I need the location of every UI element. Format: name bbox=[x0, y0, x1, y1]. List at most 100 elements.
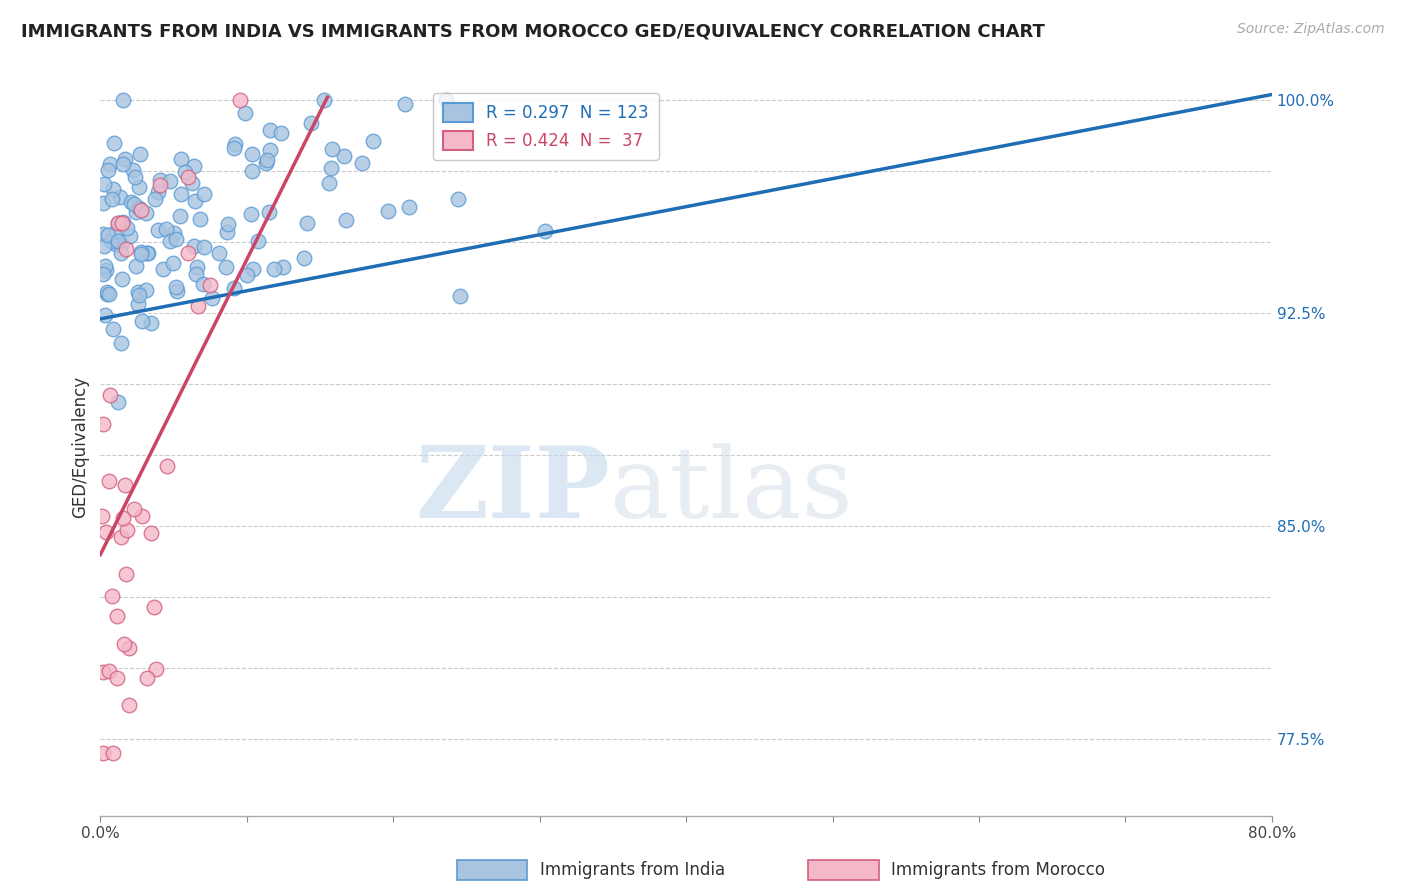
Point bbox=[111, 93, 134, 107]
Point bbox=[533, 224, 555, 238]
Point bbox=[135, 283, 157, 297]
Point bbox=[107, 216, 129, 230]
Point bbox=[97, 228, 120, 243]
Point bbox=[114, 567, 136, 582]
Point bbox=[159, 174, 181, 188]
Point bbox=[110, 336, 132, 351]
Point bbox=[183, 159, 205, 173]
Point bbox=[138, 246, 160, 260]
Point bbox=[215, 260, 238, 274]
Point bbox=[263, 262, 285, 277]
Point bbox=[149, 173, 172, 187]
Point bbox=[91, 417, 114, 432]
Point bbox=[186, 260, 208, 275]
Point bbox=[114, 242, 136, 256]
Point bbox=[90, 508, 112, 523]
Point bbox=[129, 244, 152, 259]
Point bbox=[299, 115, 322, 129]
Point bbox=[224, 141, 246, 155]
Point bbox=[139, 316, 162, 330]
Point bbox=[170, 186, 193, 201]
Point bbox=[198, 278, 221, 293]
Point bbox=[93, 239, 115, 253]
Point bbox=[270, 127, 292, 141]
Point bbox=[103, 321, 125, 335]
Point bbox=[190, 211, 212, 226]
Point bbox=[449, 289, 471, 303]
Point bbox=[233, 106, 256, 120]
Point bbox=[107, 216, 129, 230]
Point bbox=[215, 225, 238, 239]
Point bbox=[110, 237, 132, 252]
Point bbox=[110, 530, 132, 544]
Point bbox=[259, 143, 281, 157]
Point bbox=[163, 226, 186, 240]
Point bbox=[394, 96, 416, 111]
Point bbox=[104, 224, 127, 238]
Point bbox=[181, 176, 204, 190]
Point bbox=[125, 204, 148, 219]
Point bbox=[103, 136, 125, 150]
Point bbox=[257, 205, 280, 219]
Point bbox=[96, 286, 118, 301]
Point bbox=[447, 192, 470, 206]
Point bbox=[165, 232, 187, 246]
Point bbox=[240, 164, 263, 178]
Point bbox=[136, 671, 159, 685]
Point bbox=[97, 163, 120, 178]
Point bbox=[129, 246, 152, 260]
Point bbox=[118, 228, 141, 243]
Point bbox=[128, 180, 150, 194]
Point bbox=[114, 152, 136, 166]
Point bbox=[183, 194, 205, 209]
Point bbox=[247, 234, 270, 248]
Point bbox=[124, 259, 146, 273]
Point bbox=[350, 156, 373, 170]
Point bbox=[149, 178, 172, 193]
Point bbox=[162, 256, 184, 270]
Point bbox=[98, 388, 121, 402]
Point bbox=[110, 245, 132, 260]
Point bbox=[224, 281, 246, 295]
Point bbox=[148, 222, 170, 236]
Point bbox=[177, 169, 200, 184]
Point bbox=[104, 237, 127, 252]
Point bbox=[115, 221, 138, 235]
Point bbox=[91, 747, 114, 761]
Point bbox=[129, 202, 152, 217]
Text: atlas: atlas bbox=[610, 443, 852, 539]
Point bbox=[107, 395, 129, 409]
Point bbox=[118, 641, 141, 656]
Point bbox=[101, 182, 124, 196]
Point bbox=[217, 217, 239, 231]
Point bbox=[142, 599, 165, 614]
Point bbox=[120, 195, 142, 210]
Point bbox=[101, 589, 124, 603]
Point bbox=[169, 209, 191, 223]
Point bbox=[110, 272, 132, 286]
Point bbox=[98, 157, 121, 171]
Point bbox=[240, 147, 263, 161]
Point bbox=[165, 280, 187, 294]
Point bbox=[112, 637, 135, 651]
Point bbox=[187, 299, 209, 313]
Point bbox=[273, 260, 295, 274]
Point bbox=[146, 185, 169, 199]
Point bbox=[135, 206, 157, 220]
Point bbox=[122, 502, 145, 516]
Point bbox=[333, 149, 356, 163]
Point bbox=[236, 268, 259, 283]
Point bbox=[112, 511, 135, 525]
Point bbox=[98, 474, 121, 488]
Point bbox=[240, 207, 263, 221]
Point bbox=[292, 251, 315, 265]
Text: ZIP: ZIP bbox=[415, 442, 610, 540]
Point bbox=[186, 268, 208, 282]
Point bbox=[201, 291, 224, 305]
Point bbox=[96, 262, 118, 277]
Point bbox=[256, 153, 278, 167]
Point bbox=[335, 212, 357, 227]
Point bbox=[318, 176, 340, 190]
Point bbox=[111, 216, 134, 230]
Point bbox=[242, 262, 264, 277]
